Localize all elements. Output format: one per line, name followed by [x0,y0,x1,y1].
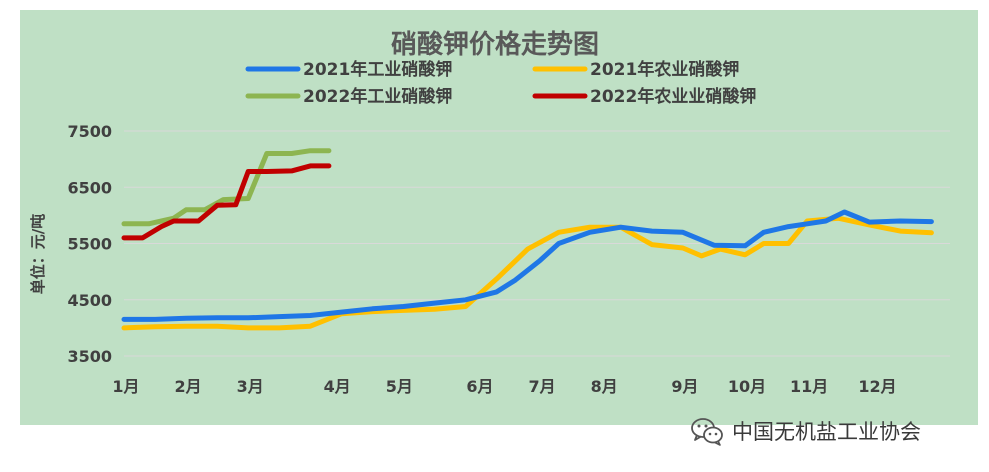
watermark: 中国无机盐工业协会 [690,414,921,448]
series-line-3 [121,163,332,241]
series-group [121,148,934,331]
watermark-text: 中国无机盐工业协会 [732,420,921,444]
y-tick-label: 6500 [67,178,112,197]
y-tick-label: 5500 [67,235,112,254]
x-tick-label: 12月 [858,377,896,396]
y-tick-label: 7500 [67,122,112,141]
legend-label-3: 2022年农业业硝酸钾 [590,86,756,107]
wechat-icon [691,418,723,446]
x-tick-label: 1月 [112,377,139,396]
y-axis: 3500 4500 5500 6500 7500 [67,122,112,366]
series-line-0 [121,209,934,322]
legend-label-0: 2021年工业硝酸钾 [303,59,452,80]
chart-title: 硝酸钾价格走势图 [391,29,599,60]
x-tick-label: 6月 [466,377,493,396]
legend: 2021年工业硝酸钾 2021年农业硝酸钾 2022年工业硝酸钾 2022年农业业硝酸… [245,59,756,107]
y-axis-label: 单位：元/吨 [29,214,47,294]
x-tick-label: 9月 [671,377,698,396]
x-tick-label: 11月 [790,377,828,396]
x-axis: 1月 2月 3月 4月 5月 6月 7月 8月 9月 10月 11月 12月 [112,377,896,396]
series-line-2 [121,148,332,227]
x-tick-label: 4月 [324,377,351,396]
x-tick-label: 7月 [529,377,556,396]
legend-label-1: 2021年农业硝酸钾 [590,59,739,80]
x-tick-label: 8月 [591,377,618,396]
series-line-1 [121,215,934,331]
x-tick-label: 10月 [728,377,766,396]
y-tick-label: 3500 [67,347,112,366]
y-tick-label: 4500 [67,291,112,310]
x-tick-label: 5月 [386,377,413,396]
x-tick-label: 2月 [175,377,202,396]
legend-label-2: 2022年工业硝酸钾 [303,86,452,107]
chart-panel: 硝酸钾价格走势图 2021年工业硝酸钾 2021年农业硝酸钾 2022年工业硝酸钾 2… [20,10,978,425]
x-tick-label: 3月 [237,377,264,396]
